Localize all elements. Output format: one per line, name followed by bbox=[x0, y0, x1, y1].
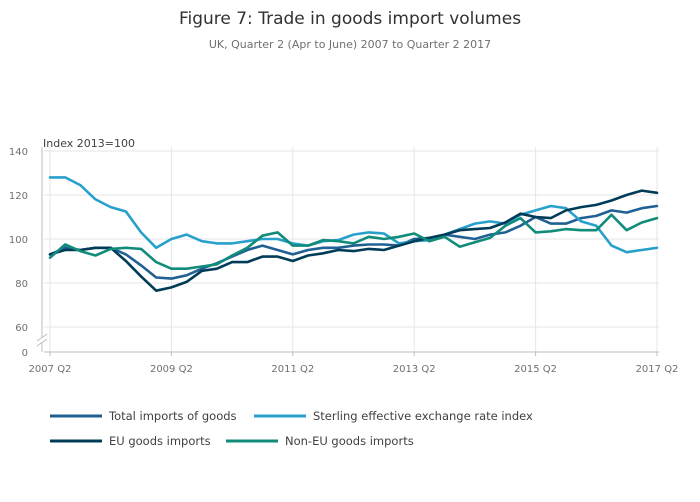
y-axis-label: Index 2013=100 bbox=[43, 137, 135, 150]
legend-label: Sterling effective exchange rate index bbox=[313, 409, 533, 423]
y-tick-label: 60 bbox=[15, 323, 28, 334]
x-tick-label: 2011 Q2 bbox=[271, 364, 314, 375]
series-line-eu-goods-imports[interactable] bbox=[48, 189, 659, 293]
series-line-non-eu-goods-imports[interactable] bbox=[48, 213, 659, 271]
legend-label: EU goods imports bbox=[109, 434, 211, 448]
x-tick-label: 2017 Q2 bbox=[636, 364, 679, 375]
x-tick-labels: 2007 Q2 2009 Q2 2011 Q2 2013 Q2 2015 Q2 2017 … bbox=[29, 352, 679, 375]
chart-title: Figure 7: Trade in goods import volumes bbox=[179, 9, 521, 29]
series-line-total-imports-of-goods[interactable] bbox=[48, 204, 659, 280]
legend-item[interactable]: Sterling effective exchange rate index bbox=[254, 409, 533, 423]
y-tick-label: 140 bbox=[9, 147, 28, 158]
y-tick-label: 100 bbox=[9, 235, 28, 246]
axis-break-mark bbox=[36, 333, 48, 342]
chart-subtitle: UK, Quarter 2 (Apr to June) 2007 to Quar… bbox=[209, 38, 491, 51]
axis-break-mark bbox=[36, 338, 48, 347]
series-line-sterling-effective-exchange-rate-index[interactable] bbox=[48, 176, 659, 254]
x-tick-label: 2015 Q2 bbox=[514, 364, 557, 375]
x-tick-label: 2013 Q2 bbox=[393, 364, 436, 375]
y-tick-label-zero: 0 bbox=[22, 348, 28, 359]
x-tick-label: 2007 Q2 bbox=[29, 364, 72, 375]
x-tick-label: 2009 Q2 bbox=[150, 364, 193, 375]
legend: Total imports of goods Sterling effective… bbox=[50, 409, 533, 448]
axis-break-gap bbox=[36, 337, 48, 343]
y-tick-labels: 140 120 100 80 60 0 bbox=[9, 147, 28, 359]
y-tick-label: 120 bbox=[9, 191, 28, 202]
legend-label: Non-EU goods imports bbox=[285, 434, 414, 448]
legend-item[interactable]: Non-EU goods imports bbox=[226, 434, 414, 448]
series-lines bbox=[48, 176, 659, 293]
y-tick-label: 80 bbox=[15, 279, 28, 290]
legend-item[interactable]: EU goods imports bbox=[50, 434, 211, 448]
legend-label: Total imports of goods bbox=[108, 409, 237, 423]
legend-item[interactable]: Total imports of goods bbox=[50, 409, 237, 423]
axes bbox=[36, 147, 659, 353]
